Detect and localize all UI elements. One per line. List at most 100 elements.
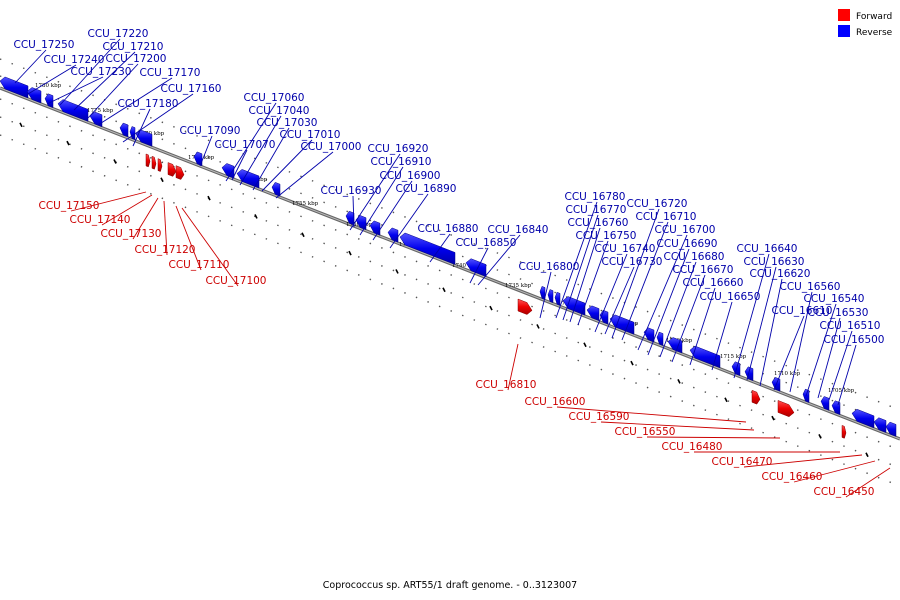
gene-label-reverse: CCU_17040	[248, 105, 309, 117]
leader-line	[837, 344, 857, 406]
gene-label-forward: CCU_17150	[38, 200, 99, 212]
legend-forward-swatch	[838, 9, 850, 21]
gene-label-reverse: CCU_16800	[518, 261, 579, 273]
minor-tick	[536, 324, 540, 329]
label-leader-lines	[14, 38, 891, 498]
gene-arrow	[44, 93, 54, 109]
leader-line	[46, 76, 104, 105]
gene-label-reverse: CCU_16900	[379, 170, 440, 182]
leader-line	[239, 115, 282, 186]
gene-label-reverse: CCU_17200	[105, 53, 166, 65]
gene-label-forward: CCU_16450	[813, 486, 874, 498]
gene-label-reverse: CCU_16500	[823, 334, 884, 346]
tick-label: 1735 kbp	[505, 283, 532, 289]
gene-arrow	[145, 153, 151, 168]
gene-label-reverse: CCU_16510	[819, 320, 880, 332]
gene-label-reverse: CCU_16770	[565, 204, 626, 216]
leader-line	[73, 51, 136, 111]
gene-label-reverse: CCU_16920	[367, 143, 428, 155]
tick-label: 1780 kbp	[35, 83, 62, 89]
gene-label-reverse: CCU_16780	[564, 191, 625, 203]
legend-forward-label: Forward	[856, 12, 892, 22]
gene-label-reverse: CCU_17060	[243, 92, 304, 104]
gene-arrow	[873, 417, 887, 433]
leader-line	[225, 102, 277, 182]
gene-label-forward: CCU_16460	[761, 471, 822, 483]
leader-line	[793, 460, 876, 483]
gene-arrow	[656, 331, 664, 346]
gene-label-forward: CCU_16810	[475, 379, 536, 391]
leader-line	[429, 233, 451, 263]
tick-label: 1710 kbp	[774, 371, 801, 377]
gene-arrow	[841, 425, 847, 439]
tick-label: 1775 kbp	[87, 108, 114, 114]
leader-line	[555, 201, 598, 319]
leader-line	[845, 467, 891, 498]
gene-label-forward: CCU_17110	[168, 259, 229, 271]
leader-line	[132, 197, 159, 240]
leader-line	[759, 278, 783, 387]
leader-line	[773, 315, 805, 391]
leader-line	[600, 421, 755, 431]
leader-line	[352, 195, 355, 228]
gene-label-reverse: CCU_16710	[635, 211, 696, 223]
leader-line	[556, 406, 747, 423]
gene-label-reverse: CCU_17230	[70, 66, 131, 78]
leader-line	[689, 287, 716, 366]
leader-line	[569, 227, 601, 323]
leader-line	[132, 108, 151, 147]
leader-line	[817, 317, 841, 399]
gene-label-reverse: CCU_16740	[594, 243, 655, 255]
gene-arrow	[167, 162, 177, 177]
minor-tick	[583, 342, 587, 348]
gene-arrow	[135, 129, 153, 147]
gene-label-reverse: CCU_16930	[320, 185, 381, 197]
gene-arrow	[151, 155, 157, 170]
minor-tick	[301, 232, 305, 238]
minor-tick	[818, 434, 822, 439]
leader-line	[359, 166, 404, 236]
minor-tick	[395, 269, 399, 274]
gene-arrow	[689, 345, 721, 369]
tick-label: 1755 kbp	[292, 201, 319, 207]
leader-line	[539, 271, 552, 319]
gene-arrow	[157, 158, 163, 172]
gene-arrow	[26, 87, 42, 104]
leader-line	[805, 303, 837, 397]
gene-arrow	[586, 305, 600, 321]
gene-label-reverse: CCU_16660	[682, 277, 743, 289]
gene-arrow	[193, 151, 203, 167]
leader-line	[646, 436, 781, 439]
gene-arrow	[236, 169, 260, 189]
gene-label-reverse: CCU_16690	[656, 238, 717, 250]
gene-label-reverse: CCU_17090	[179, 125, 240, 137]
gene-label-forward: CCU_17140	[69, 214, 130, 226]
gene-label-reverse: CCU_16910	[370, 156, 431, 168]
leader-line	[252, 127, 290, 191]
gene-label-forward: CCU_17100	[205, 275, 266, 287]
gene-label-forward: CCU_17130	[100, 228, 161, 240]
minor-tick	[724, 397, 728, 403]
gene-label-forward: CCU_16550	[614, 426, 675, 438]
gene-label-forward: CCU_16600	[524, 396, 585, 408]
minor-tick	[348, 250, 352, 256]
legend-reverse-swatch	[838, 25, 850, 37]
leader-line	[647, 248, 690, 356]
gene-label-reverse: CCU_16540	[803, 293, 864, 305]
leader-line	[70, 191, 147, 212]
gene-label-reverse: CCU_17240	[43, 54, 104, 66]
map-caption: Coprococcus sp. ART55/1 draft genome. - …	[323, 580, 577, 591]
gene-arrow	[643, 327, 655, 343]
gene-arrow	[57, 99, 89, 122]
tick-label: 1740 kbp	[452, 263, 479, 269]
dotted-guide	[0, 116, 900, 469]
gene-label-reverse: CCU_17250	[13, 39, 74, 51]
leader-line	[743, 454, 863, 468]
leader-line	[87, 63, 139, 119]
gene-label-reverse: CCU_16730	[601, 256, 662, 268]
gene-arrow	[221, 163, 235, 179]
minor-tick	[207, 195, 211, 201]
gene-label-forward: CCU_16470	[711, 456, 772, 468]
leader-line	[711, 301, 733, 371]
gene-arrow	[599, 309, 609, 325]
